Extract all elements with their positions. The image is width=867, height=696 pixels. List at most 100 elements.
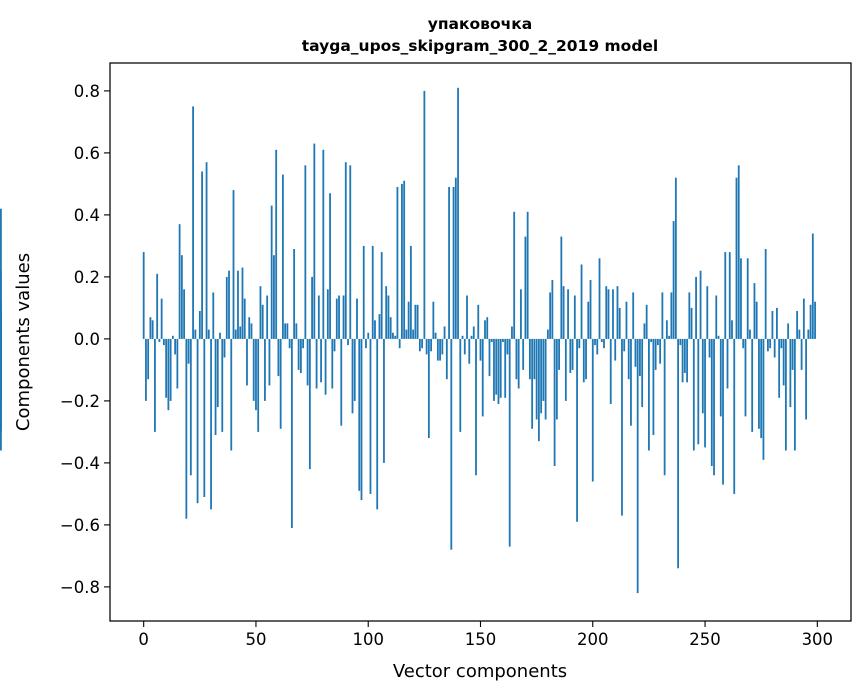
y-tick-label: 0.8: [74, 82, 100, 101]
bar-59: [275, 149, 278, 339]
bar-179: [544, 338, 547, 420]
bar-119: [409, 245, 412, 339]
bar-147: [472, 326, 475, 339]
bar-276: [762, 338, 765, 460]
y-axis-label: Components values: [13, 253, 34, 431]
bar-104: [376, 338, 379, 510]
bar-25: [198, 311, 201, 339]
bar-152: [484, 320, 486, 339]
bar-60: [277, 338, 280, 377]
bar-133: [441, 338, 444, 355]
bar-156: [493, 338, 495, 401]
bar-232: [663, 338, 666, 476]
bar-29: [207, 329, 210, 339]
bar-115: [401, 183, 403, 339]
bar-296: [807, 329, 810, 339]
bar-209: [612, 289, 614, 339]
bar-220: [636, 338, 639, 594]
bar-287: [787, 323, 790, 339]
bar-118: [407, 301, 410, 339]
bar-126: [425, 338, 428, 355]
bar-27: [203, 338, 206, 497]
bar-233: [665, 320, 668, 339]
bar-143: [463, 338, 466, 355]
bar-145: [468, 338, 471, 364]
bar-157: [495, 338, 498, 395]
bar-264: [735, 177, 738, 339]
bar-122: [416, 304, 419, 339]
bar-106: [380, 252, 383, 339]
bar-249: [701, 338, 704, 414]
bar-208: [609, 338, 612, 404]
bar-105: [378, 314, 381, 339]
bar-4: [151, 320, 154, 339]
bar-272: [753, 283, 756, 339]
bar-117: [405, 329, 408, 339]
bar-10: [165, 338, 168, 398]
bar-154: [488, 338, 491, 377]
bar-140: [457, 87, 459, 339]
bar-146: [470, 335, 473, 339]
bar-0: [142, 252, 145, 339]
bar-77: [315, 338, 318, 389]
bar-129: [432, 301, 435, 339]
bar-6: [156, 273, 159, 339]
bar-35: [221, 338, 224, 432]
bar-110: [389, 317, 392, 339]
bar-128: [430, 338, 432, 352]
bar-168: [520, 289, 522, 339]
bar-76: [313, 143, 316, 339]
bar-149: [477, 304, 480, 339]
bar-75: [311, 276, 313, 339]
bar-194: [578, 338, 581, 349]
bar-198: [587, 301, 590, 339]
bar-222: [641, 338, 644, 408]
bar-259: [724, 252, 727, 339]
bar-37: [225, 276, 228, 339]
bar-189: [567, 289, 569, 339]
bar-201: [594, 338, 596, 346]
y-tick-label: −0.4: [60, 454, 100, 473]
y-tick-label: 0.6: [74, 144, 100, 163]
bar-44: [241, 267, 244, 339]
bar-36: [223, 338, 226, 358]
bar-39: [230, 338, 233, 451]
bar-258: [722, 338, 724, 485]
bar-100: [367, 332, 370, 339]
bar-298: [811, 233, 814, 339]
bar-1: [145, 338, 147, 401]
bar-57: [270, 205, 273, 339]
bar-30: [210, 338, 212, 510]
bar-285: [782, 338, 785, 386]
bar-3: [149, 317, 152, 339]
bar-109: [387, 295, 390, 339]
x-tick-label: 50: [245, 630, 266, 649]
bar-186: [560, 236, 563, 339]
bar-99: [365, 338, 367, 349]
bar-87: [338, 295, 340, 339]
bar-17: [180, 255, 183, 339]
bar-121: [414, 304, 417, 339]
bar-91: [347, 338, 349, 346]
bar-200: [591, 338, 594, 482]
bar-8: [160, 298, 163, 339]
bar-175: [535, 338, 538, 420]
bar-238: [677, 338, 679, 569]
bar-11: [167, 338, 170, 411]
bar-281: [773, 338, 776, 358]
bar-204: [600, 338, 603, 342]
bar-237: [674, 177, 677, 339]
bar-161: [504, 338, 507, 398]
bar-268: [744, 338, 747, 417]
bar-19: [185, 338, 188, 519]
bar-292: [798, 329, 801, 339]
bar-165: [513, 211, 516, 339]
bar-169: [522, 338, 525, 370]
bar-282: [776, 307, 778, 339]
bar-43: [239, 326, 242, 339]
bar-20: [187, 338, 190, 364]
bar-244: [690, 307, 693, 339]
bar-38: [228, 270, 230, 339]
bar-230: [659, 338, 662, 364]
